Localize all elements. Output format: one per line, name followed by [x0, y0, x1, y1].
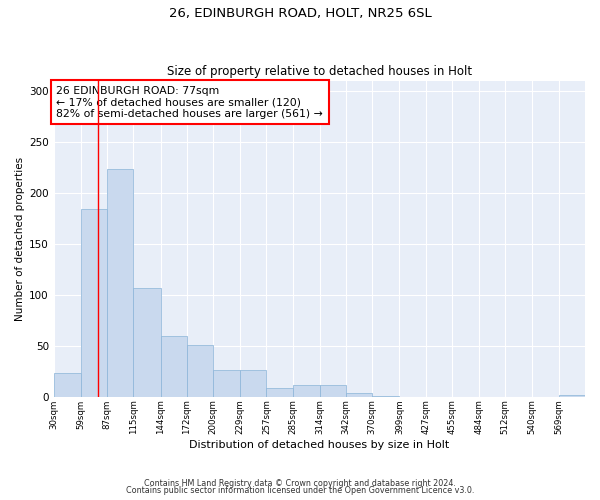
- Text: 26 EDINBURGH ROAD: 77sqm
← 17% of detached houses are smaller (120)
82% of semi-: 26 EDINBURGH ROAD: 77sqm ← 17% of detach…: [56, 86, 323, 119]
- Y-axis label: Number of detached properties: Number of detached properties: [15, 157, 25, 321]
- Bar: [213, 370, 240, 397]
- Bar: [266, 388, 293, 397]
- Bar: [320, 384, 346, 397]
- Text: Contains public sector information licensed under the Open Government Licence v3: Contains public sector information licen…: [126, 486, 474, 495]
- Bar: [346, 392, 373, 397]
- Bar: [133, 288, 161, 397]
- Bar: [373, 396, 400, 397]
- Title: Size of property relative to detached houses in Holt: Size of property relative to detached ho…: [167, 66, 472, 78]
- Bar: [187, 345, 213, 397]
- Bar: [240, 370, 266, 397]
- Bar: [81, 210, 107, 397]
- Text: 26, EDINBURGH ROAD, HOLT, NR25 6SL: 26, EDINBURGH ROAD, HOLT, NR25 6SL: [169, 8, 431, 20]
- Text: Contains HM Land Registry data © Crown copyright and database right 2024.: Contains HM Land Registry data © Crown c…: [144, 478, 456, 488]
- X-axis label: Distribution of detached houses by size in Holt: Distribution of detached houses by size …: [189, 440, 449, 450]
- Bar: [161, 336, 187, 397]
- Bar: [559, 395, 585, 397]
- Bar: [293, 384, 320, 397]
- Bar: [107, 168, 133, 397]
- Bar: [54, 374, 81, 397]
